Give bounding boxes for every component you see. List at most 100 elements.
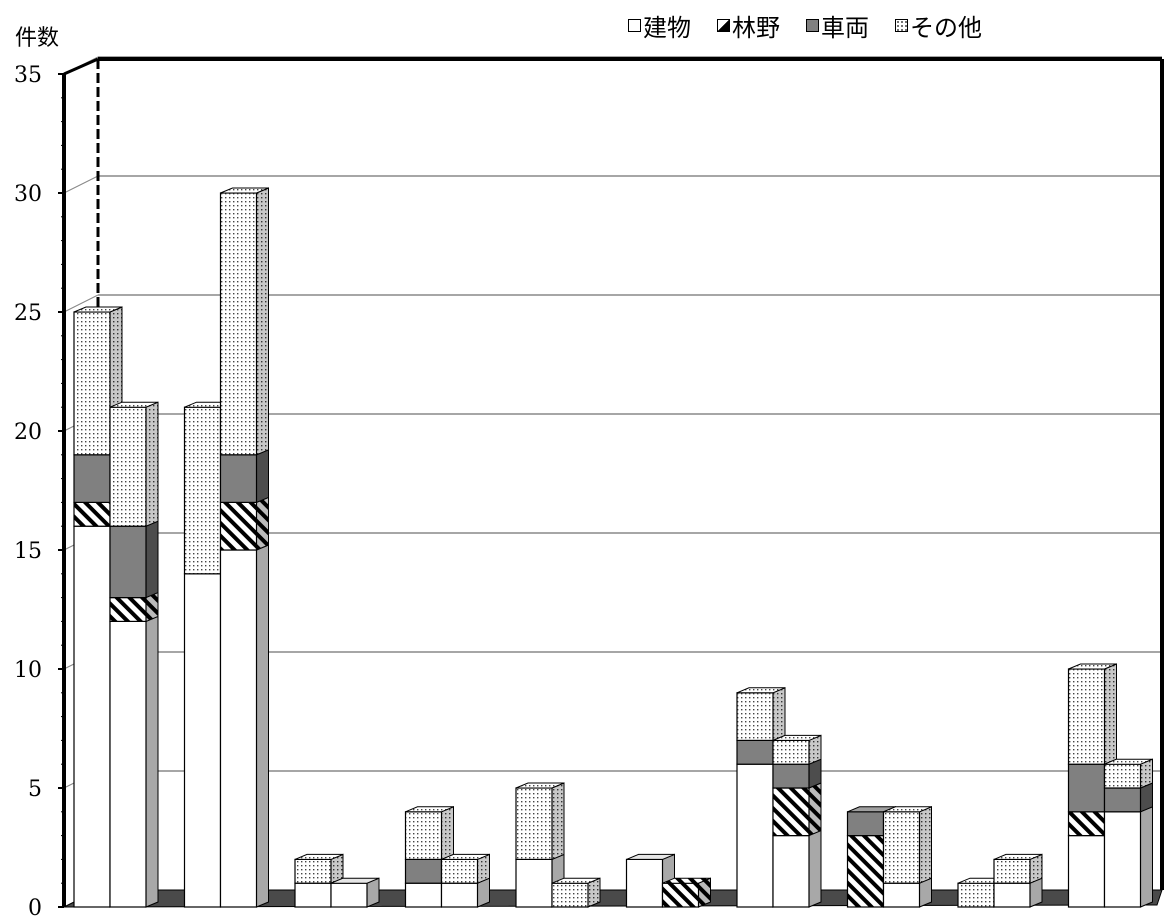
legend-label: 林野 [732, 14, 780, 42]
bar-segment-車両 [219, 454, 258, 503]
legend-item: その他 [895, 8, 982, 43]
bar-top [220, 187, 269, 194]
y-axis-title: 件数 [15, 26, 60, 51]
bar-segment-その他 [772, 739, 810, 765]
legend-item: 林野 [717, 8, 780, 43]
bar-segment-林野 [1067, 811, 1106, 837]
legend-label: 車両 [821, 14, 869, 42]
bar-segment-side [919, 806, 932, 884]
legend: 建物 林野 車両 その他 [628, 8, 982, 43]
y-tick-label: 20 [14, 420, 42, 445]
bar-segment-その他 [1067, 668, 1106, 765]
bar-segment-建物 [993, 882, 1031, 908]
bar-top [330, 877, 380, 884]
bar-top [405, 806, 454, 813]
bar-segment-建物 [625, 858, 664, 908]
legend-swatch [806, 19, 819, 32]
bar-top [772, 734, 822, 741]
bar-group [957, 853, 1043, 908]
legend-label: 建物 [643, 14, 691, 42]
bar-group [183, 187, 269, 908]
bar-top [294, 853, 344, 860]
bar-segment-車両 [1067, 763, 1106, 813]
bar-segment-その他 [1103, 763, 1142, 789]
bar-segment-建物 [736, 763, 774, 908]
bar-segment-林野 [661, 882, 700, 908]
bar-segment-その他 [440, 858, 479, 884]
bar-group [515, 782, 601, 908]
y-tick-label: 0 [28, 896, 42, 919]
bar-segment-車両 [846, 811, 885, 837]
bar-top [1068, 663, 1117, 670]
gridline-side [63, 175, 99, 194]
bar-segment-side [256, 449, 269, 504]
bar-group [625, 853, 711, 908]
bar-segment-side [145, 615, 159, 908]
bar-segment-side [808, 782, 822, 837]
bar-top [515, 782, 565, 789]
y-tick-label: 25 [14, 301, 42, 326]
bar-segment-side [808, 829, 822, 908]
y-axis-top [63, 57, 99, 76]
legend-item: 車両 [806, 8, 869, 43]
bar-segment-side [772, 687, 786, 742]
bar-group [1067, 663, 1153, 908]
bar-segment-side [441, 806, 454, 861]
bar-segment-side [551, 782, 565, 861]
bar-group [73, 306, 159, 908]
bar-segment-建物 [183, 573, 222, 908]
bar-segment-建物 [440, 882, 479, 908]
bar-segment-side [256, 187, 269, 456]
bar-segment-その他 [736, 692, 774, 741]
bar-segment-車両 [772, 763, 810, 789]
bar-segment-side [145, 401, 159, 527]
bar-segment-林野 [73, 501, 111, 527]
bar-top [551, 877, 601, 884]
bar-segment-その他 [551, 882, 589, 908]
bar-segment-車両 [736, 739, 774, 765]
legend-swatch [895, 19, 908, 32]
bar-group [736, 687, 822, 908]
bar-segment-車両 [109, 525, 147, 599]
y-tick-label: 35 [14, 63, 42, 88]
y-tick-label: 30 [14, 182, 42, 207]
bar-segment-建物 [1103, 811, 1142, 908]
bar-segment-建物 [294, 882, 332, 908]
bar-segment-side [1140, 806, 1153, 908]
bar-top [993, 853, 1043, 860]
bar-segment-建物 [1067, 834, 1106, 908]
bar-top [736, 687, 786, 694]
bar-top [73, 306, 123, 313]
legend-item: 建物 [628, 8, 691, 43]
bar-segment-建物 [882, 882, 921, 908]
bar-top [883, 806, 932, 813]
y-tick-label: 15 [14, 539, 42, 564]
gridline-side [63, 294, 99, 313]
bar-segment-その他 [993, 858, 1031, 884]
y-tick-label: 5 [28, 777, 42, 802]
bar-segment-その他 [183, 406, 222, 575]
bar-segment-その他 [515, 787, 553, 861]
bar-segment-車両 [1103, 787, 1142, 813]
bar-segment-その他 [294, 858, 332, 884]
bar-segment-車両 [73, 454, 111, 503]
bar-group [294, 853, 380, 908]
legend-label: その他 [910, 14, 982, 42]
bar-segment-建物 [109, 620, 147, 908]
bar-segment-建物 [772, 834, 810, 908]
bar-top [441, 853, 490, 860]
y-tick-label: 10 [14, 658, 42, 683]
bar-group [846, 806, 932, 908]
bar-top [1104, 758, 1153, 765]
bar-segment-車両 [404, 858, 443, 884]
bar-segment-side [256, 496, 269, 551]
bar-segment-建物 [73, 525, 111, 908]
bar-group [404, 806, 490, 908]
bar-segment-その他 [404, 811, 443, 860]
bar-segment-side [145, 520, 159, 599]
bar-top [626, 853, 675, 860]
bar-segment-林野 [772, 787, 810, 837]
legend-swatch [717, 19, 730, 32]
bar-segment-建物 [515, 858, 553, 908]
